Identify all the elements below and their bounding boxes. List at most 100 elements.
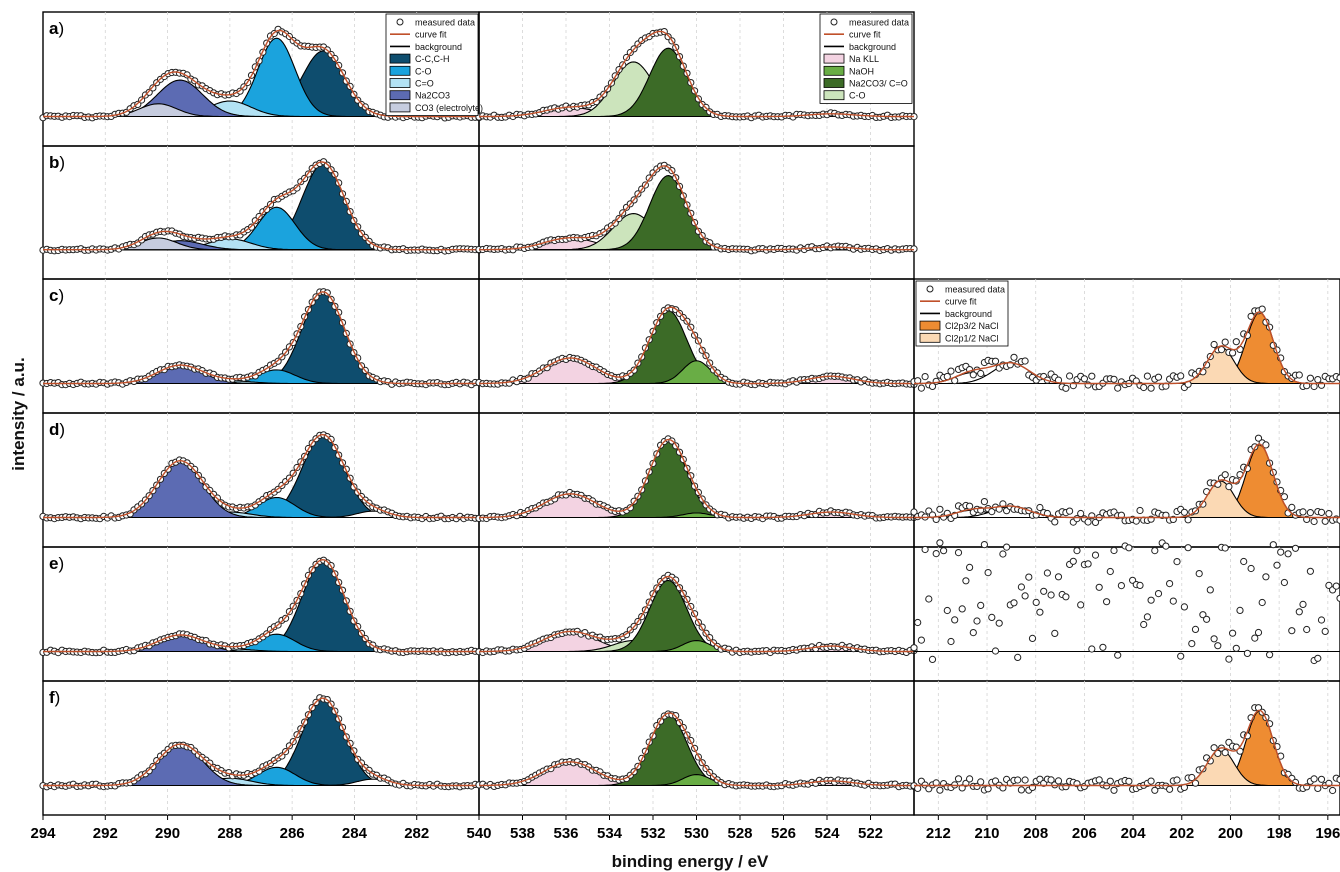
- panel-o1s-c: [475, 278, 918, 414]
- data-point: [1262, 441, 1270, 449]
- data-point: [1054, 573, 1063, 581]
- x-tick-label: 202: [1169, 825, 1194, 842]
- curve-fit: [479, 165, 914, 251]
- legend-swatch: [823, 65, 845, 76]
- legend-swatch: [389, 65, 411, 76]
- panel-letter-paren: ): [58, 554, 64, 573]
- data-point: [977, 369, 985, 378]
- data-point: [1069, 557, 1077, 565]
- data-point: [672, 576, 680, 584]
- data-point: [1284, 550, 1292, 558]
- data-point: [1166, 785, 1174, 793]
- curve-fit: [479, 712, 914, 787]
- legend-marker: [396, 18, 404, 26]
- data-point: [134, 100, 142, 109]
- data-point: [943, 606, 951, 615]
- data-point: [293, 184, 301, 192]
- x-tick-label: 288: [217, 825, 242, 842]
- data-point: [999, 550, 1007, 558]
- x-tick-label: 292: [93, 825, 118, 842]
- x-tick-label: 540: [466, 825, 491, 842]
- data-point: [1336, 776, 1340, 784]
- legend-swatch: [389, 53, 411, 64]
- data-point: [1232, 338, 1240, 346]
- legend-label: Na KLL: [849, 54, 879, 64]
- x-tick-label: 286: [280, 825, 305, 842]
- legend-label: curve fit: [849, 30, 881, 40]
- x-axis-label: binding energy / eV: [611, 852, 769, 871]
- data-point: [1221, 338, 1229, 346]
- data-point: [1132, 517, 1140, 525]
- data-point: [1325, 509, 1333, 518]
- panel-letter-bold: c: [49, 286, 58, 305]
- x-tick-label: 536: [553, 825, 578, 842]
- legend-label: measured data: [945, 285, 1005, 295]
- panel-letter-paren: ): [59, 420, 65, 439]
- data-point: [1317, 616, 1326, 624]
- data-point: [1177, 652, 1185, 660]
- data-point: [1236, 747, 1244, 755]
- data-point: [1047, 591, 1055, 599]
- legend-label: measured data: [415, 18, 475, 28]
- curve-fit: [479, 30, 914, 118]
- panel-letter-bold: a: [49, 19, 59, 38]
- data-point: [1225, 483, 1233, 491]
- x-tick-label: 208: [1023, 825, 1048, 842]
- panel-frame: [913, 680, 1340, 816]
- data-point: [1247, 564, 1255, 573]
- panel-letter-bold: e: [49, 554, 58, 573]
- data-point: [1106, 567, 1114, 576]
- data-point: [962, 577, 970, 585]
- data-point: [1266, 651, 1274, 659]
- data-point: [1077, 509, 1085, 518]
- data-point: [1321, 627, 1329, 636]
- data-point: [1291, 544, 1300, 552]
- data-point: [1066, 372, 1074, 380]
- data-point: [1114, 384, 1122, 392]
- data-point: [1062, 384, 1070, 392]
- data-point: [1273, 561, 1281, 569]
- panel-frame: [42, 680, 480, 816]
- data-point: [1080, 375, 1089, 383]
- data-point: [1221, 471, 1229, 479]
- data-point: [954, 775, 963, 783]
- data-point: [1336, 594, 1340, 602]
- data-point: [1154, 590, 1163, 598]
- data-point: [977, 601, 985, 610]
- data-point: [954, 549, 963, 557]
- data-point: [1214, 642, 1222, 650]
- data-point: [1240, 557, 1248, 566]
- data-point: [1203, 615, 1211, 623]
- data-point: [1306, 508, 1315, 517]
- data-point: [1310, 517, 1318, 526]
- panel-letter: f): [49, 688, 60, 707]
- data-point: [611, 219, 619, 227]
- data-point: [980, 541, 989, 549]
- data-point: [969, 629, 977, 637]
- legend-label: Na2CO3: [415, 91, 450, 101]
- legend-swatch: [919, 332, 941, 343]
- panel-c1s-b: b): [39, 145, 483, 280]
- legend-label: measured data: [849, 18, 909, 28]
- data-point: [1284, 509, 1292, 517]
- data-point: [1040, 587, 1048, 595]
- data-point: [1147, 384, 1155, 392]
- data-point: [1254, 434, 1263, 442]
- data-point: [1010, 353, 1018, 361]
- data-point: [1258, 305, 1266, 313]
- data-point: [1014, 776, 1022, 784]
- legend-label: C=O: [415, 79, 434, 89]
- data-point: [1032, 598, 1040, 607]
- data-point: [1169, 597, 1177, 605]
- data-point: [1162, 511, 1170, 519]
- data-point: [980, 498, 989, 506]
- data-point: [1280, 578, 1289, 587]
- data-point: [1184, 516, 1192, 524]
- legend-label: curve fit: [415, 30, 447, 40]
- panel-o1s-e: [475, 546, 918, 682]
- data-point: [1295, 371, 1303, 379]
- data-point: [1306, 374, 1315, 382]
- legend-marker: [926, 285, 934, 293]
- legend-swatch: [823, 53, 845, 64]
- panel-letter: c): [49, 286, 64, 305]
